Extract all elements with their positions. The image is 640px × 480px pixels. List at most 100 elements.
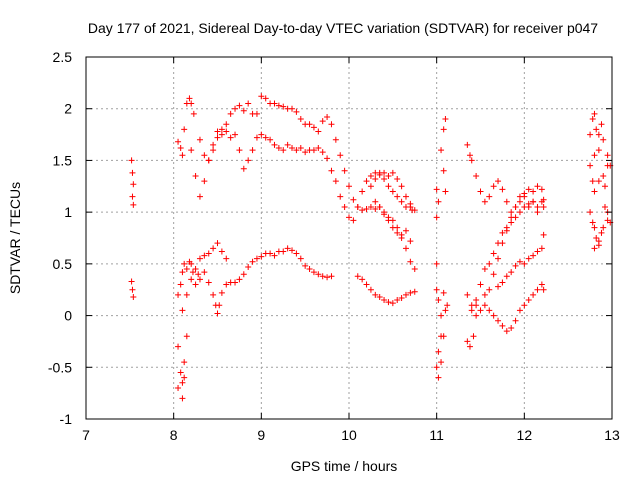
data-point [381, 211, 388, 218]
x-tick-label: 7 [82, 427, 90, 443]
data-point [196, 136, 203, 143]
data-point [516, 307, 523, 314]
data-point [433, 186, 440, 193]
data-point [372, 198, 379, 205]
data-point [394, 176, 401, 183]
data-point [591, 110, 598, 117]
data-point [595, 178, 602, 185]
data-point [192, 172, 199, 179]
data-point [587, 209, 594, 216]
data-point [433, 214, 440, 221]
data-point [540, 203, 547, 210]
data-point [359, 188, 366, 195]
data-point [470, 333, 477, 340]
data-point [271, 100, 278, 107]
data-point [595, 131, 602, 138]
series-track-d [128, 245, 335, 317]
data-point [262, 95, 269, 102]
data-point [179, 307, 186, 314]
data-point [442, 188, 449, 195]
data-point [525, 255, 532, 262]
data-point [389, 300, 396, 307]
data-point [267, 136, 274, 143]
data-point [464, 338, 471, 345]
data-point [398, 183, 405, 190]
data-point [440, 289, 447, 296]
data-point [409, 207, 416, 214]
data-point [245, 157, 252, 164]
data-point [201, 269, 208, 276]
data-point [486, 193, 493, 200]
data-point [214, 310, 221, 317]
data-point [473, 312, 480, 319]
data-point [359, 207, 366, 214]
data-point [324, 274, 331, 281]
data-point [223, 255, 230, 262]
data-point [210, 291, 217, 298]
data-point [324, 155, 331, 162]
data-point [521, 260, 528, 267]
data-point [534, 183, 541, 190]
data-point [179, 395, 186, 402]
series-track-g [433, 116, 451, 381]
data-point [442, 116, 449, 123]
data-point [367, 172, 374, 179]
data-point [183, 333, 190, 340]
data-point [186, 95, 193, 102]
data-point [538, 281, 545, 288]
x-tick-labels: 7 8 9 10 11 12 13 [82, 427, 620, 443]
data-point [389, 188, 396, 195]
y-tick-label: 1.5 [53, 152, 73, 168]
data-point [587, 131, 594, 138]
data-point [196, 276, 203, 283]
data-point [179, 152, 186, 159]
data-point [258, 253, 265, 260]
data-point [495, 240, 502, 247]
data-point [376, 203, 383, 210]
data-point [512, 262, 519, 269]
data-point [319, 149, 326, 156]
data-point [503, 198, 510, 205]
data-point [601, 183, 608, 190]
data-point [275, 145, 282, 152]
data-point [499, 322, 506, 329]
data-point [214, 128, 221, 135]
data-point [218, 248, 225, 255]
data-point [521, 302, 528, 309]
data-point [302, 149, 309, 156]
data-point [407, 200, 414, 207]
data-point [346, 183, 352, 190]
data-point [128, 157, 135, 164]
data-point [530, 198, 537, 205]
data-point [280, 248, 287, 255]
data-point [201, 152, 208, 159]
data-point [372, 291, 379, 298]
data-point [210, 245, 217, 252]
data-point [402, 227, 409, 234]
data-point [538, 245, 545, 252]
data-point [444, 302, 451, 309]
data-point [477, 188, 484, 195]
data-point [495, 178, 502, 185]
data-point [481, 302, 488, 309]
series-track-a [128, 93, 418, 273]
y-tick-label: 1 [64, 204, 72, 220]
data-point [402, 291, 409, 298]
data-point [595, 147, 602, 154]
data-point [223, 128, 230, 135]
data-point [385, 217, 392, 224]
data-point [411, 288, 418, 295]
data-point [486, 260, 493, 267]
y-tick-label: -0.5 [48, 359, 72, 375]
data-point [284, 141, 291, 148]
data-point [473, 297, 480, 304]
data-point [433, 260, 440, 267]
data-point [363, 281, 370, 288]
data-point [490, 183, 497, 190]
data-point [512, 203, 519, 210]
data-point [394, 193, 401, 200]
data-point [495, 317, 502, 324]
data-point [201, 178, 208, 185]
data-point [179, 379, 186, 386]
data-point [293, 250, 300, 257]
